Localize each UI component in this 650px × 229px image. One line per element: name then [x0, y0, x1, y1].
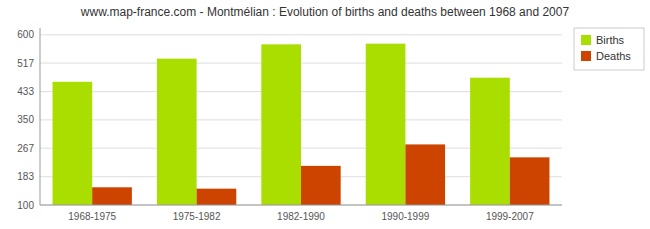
y-tick-label: 183 [17, 171, 34, 182]
x-axis-line [40, 205, 562, 206]
bar [92, 187, 132, 205]
legend: Births Deaths [574, 28, 644, 70]
bar [405, 144, 445, 205]
bar [470, 78, 510, 205]
y-tick-label: 350 [17, 114, 34, 125]
y-tick-label: 600 [17, 29, 34, 40]
x-tick-label: 1968-1975 [68, 211, 116, 222]
y-tick-label: 433 [17, 86, 34, 97]
y-tick-label: 267 [17, 143, 34, 154]
x-tick-label: 1990-1999 [381, 211, 429, 222]
legend-frame [574, 28, 644, 70]
legend-label: Deaths [596, 50, 631, 62]
chart: www.map-france.com - Montmélian : Evolut… [0, 0, 650, 229]
y-tick-label: 517 [17, 58, 34, 69]
bar [53, 82, 93, 205]
bars [53, 44, 550, 205]
bar [261, 44, 301, 205]
y-tick-label: 100 [17, 200, 34, 211]
grid [40, 35, 562, 205]
bar [366, 44, 406, 205]
legend-swatch [581, 35, 591, 45]
bar [197, 189, 237, 205]
x-tick-label: 1999-2007 [486, 211, 534, 222]
legend-swatch [581, 51, 591, 61]
bar [510, 157, 550, 205]
chart-container: www.map-france.com - Montmélian : Evolut… [0, 0, 650, 229]
title: www.map-france.com - Montmélian : Evolut… [80, 5, 570, 19]
grid-line [40, 34, 562, 35]
grid-line [40, 205, 562, 206]
x-tick-label: 1982-1990 [277, 211, 325, 222]
bar [301, 166, 341, 205]
y-axis-line [40, 28, 41, 205]
bar [157, 59, 197, 205]
x-tick-label: 1975-1982 [173, 211, 221, 222]
legend-label: Births [596, 34, 625, 46]
